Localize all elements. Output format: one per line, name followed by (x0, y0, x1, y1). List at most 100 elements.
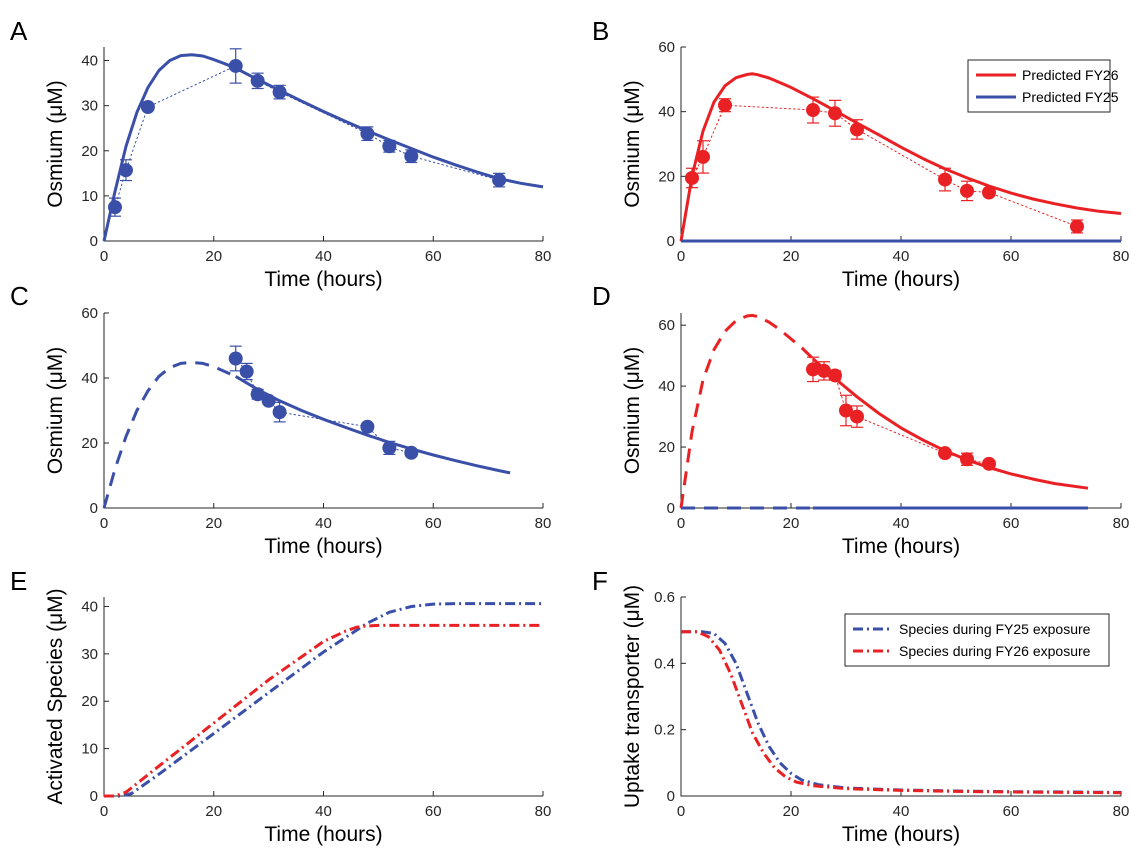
y-axis-label: Uptake transporter (μM) (621, 585, 644, 808)
y-axis-label: Activated Species (μM) (44, 588, 67, 804)
data-point (228, 351, 243, 366)
series-line (691, 104, 1078, 227)
legend-box (844, 613, 1110, 667)
x-tick-label: 0 (677, 515, 685, 532)
x-tick-label: 80 (535, 248, 552, 265)
x-tick-label: 0 (100, 248, 108, 265)
y-tick-label: 0.2 (654, 722, 675, 739)
data-point (272, 85, 287, 100)
y-axis-label: Osmium (μM) (621, 80, 644, 208)
data-point (492, 173, 507, 188)
y-tick-label: 40 (81, 370, 98, 387)
x-tick-label: 20 (205, 803, 222, 820)
x-tick-label: 40 (893, 248, 910, 265)
x-tick-label: 60 (425, 515, 442, 532)
axes-frame (680, 313, 1121, 509)
y-tick-label: 0 (90, 233, 98, 250)
y-axis-label: Osmium (μM) (44, 80, 67, 208)
legend-label: Species during FY26 exposure (899, 643, 1091, 659)
legend: Predicted FY26 Predicted FY25 (967, 59, 1119, 113)
data-point (140, 100, 155, 115)
x-tick-label: 40 (315, 515, 332, 532)
x-tick-label: 20 (783, 803, 800, 820)
panel-letter: D (592, 281, 611, 311)
x-axis-label: Time (hours) (264, 268, 382, 291)
x-tick-label: 40 (315, 248, 332, 265)
y-tick-label: 20 (81, 143, 98, 160)
data-point (382, 440, 397, 455)
data-point (1070, 219, 1084, 234)
x-tick-label: 80 (1113, 248, 1130, 265)
x-tick-label: 80 (535, 803, 552, 820)
data-point (404, 445, 419, 460)
y-tick-label: 0 (90, 788, 98, 805)
series-line (679, 313, 815, 509)
x-axis-label: Time (hours) (842, 268, 960, 291)
x-tick-label: 20 (783, 248, 800, 265)
x-tick-label: 20 (205, 515, 222, 532)
y-tick-label: 40 (81, 598, 98, 615)
data-point (817, 363, 831, 378)
y-tick-label: 0.4 (654, 655, 675, 672)
y-tick-label: 60 (81, 305, 98, 322)
data-point (250, 73, 265, 88)
y-tick-label: 10 (81, 741, 98, 758)
data-point (828, 106, 842, 121)
series-line (104, 602, 543, 798)
data-point (239, 364, 254, 379)
data-point (806, 362, 820, 377)
y-tick-label: 30 (81, 646, 98, 663)
y-axis-label: Osmium (μM) (621, 347, 644, 475)
series-line (104, 623, 543, 798)
series-line (235, 358, 412, 454)
x-tick-label: 60 (425, 248, 442, 265)
data-point (360, 419, 375, 434)
x-tick-label: 0 (100, 803, 108, 820)
x-tick-label: 80 (1113, 803, 1130, 820)
y-axis-label: Osmium (μM) (44, 347, 67, 475)
legend-box (967, 59, 1111, 113)
data-point (696, 149, 710, 164)
panel-c: 0 20 40 60 80 0 20 40 60 Time (hours) Osmium (μM) C (10, 281, 551, 558)
x-axis-label: Time (hours) (842, 535, 960, 558)
series-line (811, 357, 1089, 490)
panel-f: 0 20 40 60 80 0 0.2 0.4 0.6 Time (hours) Uptake tr… (592, 566, 1129, 846)
panel-b: 0 20 40 60 80 0 20 40 60 Time (hours) Osmium (μM) B… (592, 16, 1129, 291)
panel-a: 0 20 40 60 80 0 10 20 30 40 Time (hours) Osmium (μM… (10, 16, 551, 291)
x-axis-label: Time (hours) (264, 535, 382, 558)
panel-e: 0 20 40 60 80 0 10 20 30 40 Time (hours) Activated … (10, 566, 551, 846)
legend-label: Species during FY25 exposure (899, 621, 1091, 637)
x-tick-label: 0 (677, 248, 685, 265)
series-line (681, 630, 1122, 794)
data-point (107, 200, 122, 215)
y-tick-label: 0 (90, 500, 98, 517)
data-point (938, 446, 952, 461)
data-point (382, 139, 397, 154)
y-tick-label: 0 (667, 788, 675, 805)
x-tick-label: 20 (783, 515, 800, 532)
data-point (850, 409, 864, 424)
y-tick-label: 40 (81, 53, 98, 70)
data-point (404, 149, 419, 164)
data-point (261, 393, 276, 408)
y-tick-label: 60 (658, 39, 675, 56)
x-tick-label: 0 (677, 803, 685, 820)
data-point (685, 170, 699, 185)
data-point (839, 403, 853, 418)
y-tick-label: 20 (658, 439, 675, 456)
x-tick-label: 40 (893, 515, 910, 532)
x-tick-label: 60 (425, 803, 442, 820)
panel-d: 0 20 40 60 80 0 20 40 60 Time (hours) Osmium (μM) D (592, 281, 1129, 558)
x-tick-label: 60 (1003, 248, 1020, 265)
data-point (850, 122, 864, 137)
y-tick-label: 0 (667, 233, 675, 250)
legend-label: Predicted FY25 (1022, 89, 1119, 105)
y-tick-label: 0.6 (654, 589, 675, 606)
data-point (360, 126, 375, 141)
axes-frame (103, 47, 543, 242)
y-tick-label: 40 (658, 104, 675, 121)
data-point (250, 387, 265, 402)
data-point (806, 103, 820, 118)
y-tick-label: 20 (81, 435, 98, 452)
legend-label: Predicted FY26 (1022, 67, 1119, 83)
